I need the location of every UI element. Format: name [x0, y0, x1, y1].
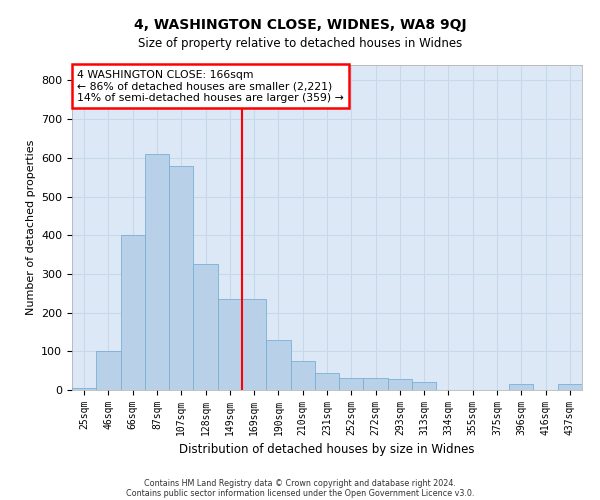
- Bar: [315, 372, 339, 390]
- Bar: [558, 384, 582, 390]
- Bar: [145, 154, 169, 390]
- Text: Contains public sector information licensed under the Open Government Licence v3: Contains public sector information licen…: [126, 488, 474, 498]
- Bar: [266, 340, 290, 390]
- Bar: [96, 352, 121, 390]
- Text: Contains HM Land Registry data © Crown copyright and database right 2024.: Contains HM Land Registry data © Crown c…: [144, 478, 456, 488]
- Bar: [364, 378, 388, 390]
- Text: Size of property relative to detached houses in Widnes: Size of property relative to detached ho…: [138, 38, 462, 51]
- Bar: [412, 382, 436, 390]
- Bar: [339, 378, 364, 390]
- Bar: [169, 166, 193, 390]
- Bar: [72, 388, 96, 390]
- Y-axis label: Number of detached properties: Number of detached properties: [26, 140, 35, 315]
- X-axis label: Distribution of detached houses by size in Widnes: Distribution of detached houses by size …: [179, 444, 475, 456]
- Bar: [290, 361, 315, 390]
- Bar: [121, 235, 145, 390]
- Text: 4, WASHINGTON CLOSE, WIDNES, WA8 9QJ: 4, WASHINGTON CLOSE, WIDNES, WA8 9QJ: [134, 18, 466, 32]
- Text: 4 WASHINGTON CLOSE: 166sqm
← 86% of detached houses are smaller (2,221)
14% of s: 4 WASHINGTON CLOSE: 166sqm ← 86% of deta…: [77, 70, 344, 103]
- Bar: [509, 384, 533, 390]
- Bar: [388, 379, 412, 390]
- Bar: [218, 299, 242, 390]
- Bar: [193, 264, 218, 390]
- Bar: [242, 299, 266, 390]
